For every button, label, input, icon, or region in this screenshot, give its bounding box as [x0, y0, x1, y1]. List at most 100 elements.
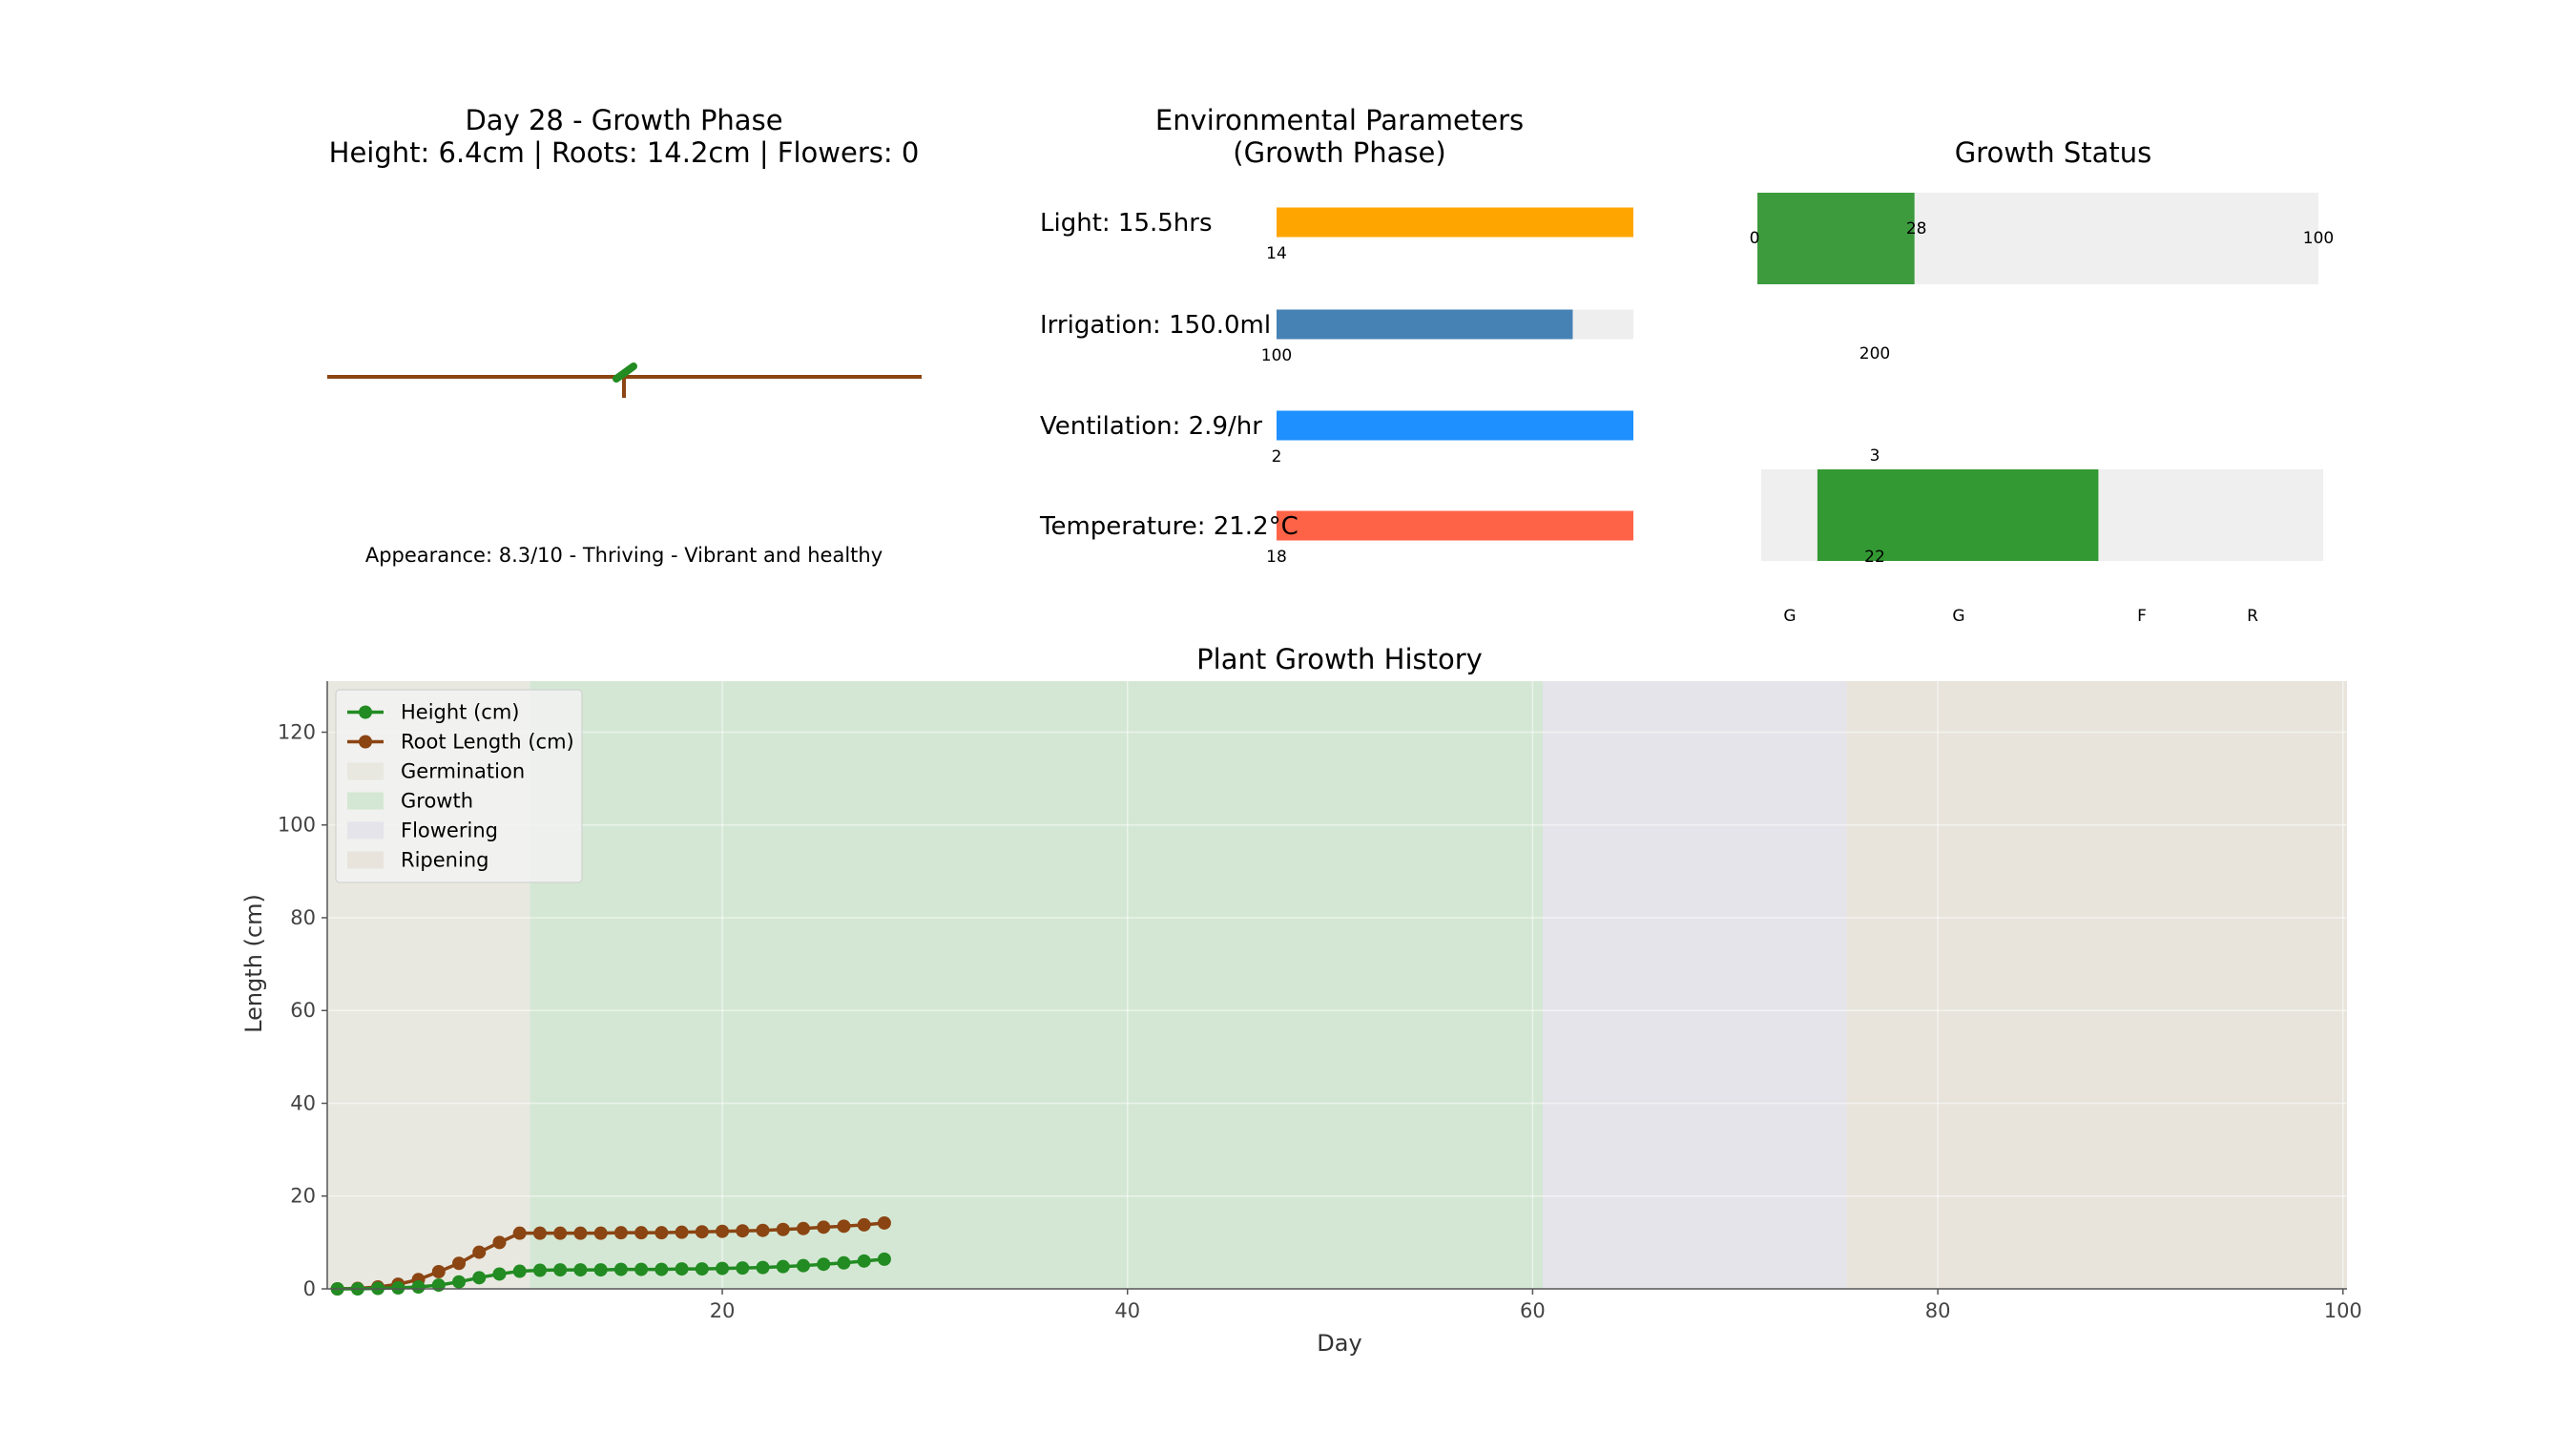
data-point	[532, 1226, 547, 1240]
data-point	[613, 1226, 628, 1240]
data-point	[411, 1280, 426, 1295]
chart-legend: Height (cm) Root Length (cm) Germination Gr…	[335, 689, 583, 883]
progress-value-label: 28	[1906, 219, 1927, 238]
data-point	[736, 1224, 750, 1238]
data-point	[613, 1262, 628, 1276]
plant-leaf-icon	[613, 363, 637, 383]
data-point	[553, 1226, 568, 1240]
data-point	[796, 1221, 810, 1235]
env-param-label: Irrigation: 150.0ml	[1040, 311, 1271, 340]
history-chart: Plant Growth History 20 40 60 80 100 0 20 40 60 8…	[240, 643, 2362, 1357]
data-point	[695, 1225, 709, 1239]
plant-panel: Day 28 - Growth Phase Height: 6.4cm | Ro…	[327, 104, 922, 567]
phase-letter-germination: G	[1783, 607, 1796, 626]
legend-label: Flowering	[401, 819, 498, 842]
y-tick-label: 80	[290, 906, 316, 929]
env-bar-fill	[1277, 309, 1573, 340]
env-param-label: Light: 15.5hrs	[1040, 209, 1213, 238]
env-panel: Environmental Parameters (Growth Phase) …	[1039, 104, 1633, 567]
env-title-line2: (Growth Phase)	[1233, 136, 1445, 169]
env-min-label: 14	[1266, 244, 1287, 263]
y-tick-label: 120	[278, 720, 316, 743]
phase-band	[530, 681, 1544, 1289]
data-point	[675, 1262, 689, 1276]
progress-fill	[1757, 193, 1915, 284]
y-tick-label: 60	[290, 999, 316, 1022]
data-point	[756, 1223, 770, 1237]
data-point	[695, 1262, 709, 1276]
data-point	[736, 1261, 750, 1275]
data-point	[654, 1262, 669, 1276]
x-tick-label: 40	[1114, 1299, 1140, 1322]
data-point	[675, 1225, 689, 1239]
temperature-max-label: 22	[1864, 548, 1885, 567]
data-point	[391, 1281, 405, 1296]
data-point	[654, 1226, 669, 1240]
x-tick-label: 80	[1925, 1299, 1951, 1322]
data-point	[634, 1226, 649, 1240]
x-tick-label: 100	[2324, 1299, 2362, 1322]
data-point	[716, 1224, 730, 1238]
phase-band	[1846, 681, 2347, 1289]
phase-fill	[1817, 469, 2099, 561]
x-axis-label: Day	[1317, 1330, 1361, 1357]
legend-marker	[359, 735, 372, 749]
env-bar-fill	[1277, 410, 1633, 441]
appearance-label: Appearance: 8.3/10 - Thriving - Vibrant …	[365, 544, 883, 567]
data-point	[817, 1257, 831, 1272]
y-tick-label: 0	[303, 1277, 316, 1300]
plant-title-line1: Day 28 - Growth Phase	[465, 104, 782, 136]
env-min-label: 18	[1266, 548, 1287, 567]
data-point	[512, 1226, 527, 1240]
phase-letter-growth: G	[1952, 607, 1964, 626]
data-point	[472, 1245, 487, 1259]
irrigation-max-label: 200	[1859, 344, 1890, 363]
env-param-label: Ventilation: 2.9/hr	[1040, 412, 1262, 441]
legend-patch-swatch	[347, 792, 384, 810]
phase-letter-ripening: R	[2247, 607, 2258, 626]
data-point	[532, 1263, 547, 1277]
phase-letter-flowering: F	[2137, 607, 2147, 626]
y-tick-label: 40	[290, 1091, 316, 1114]
legend-label: Height (cm)	[401, 701, 519, 724]
data-point	[593, 1263, 608, 1277]
data-point	[837, 1219, 851, 1234]
env-param-label: Temperature: 21.2°C	[1039, 512, 1298, 541]
data-point	[857, 1254, 871, 1268]
legend-label: Root Length (cm)	[401, 731, 574, 754]
phase-band	[1543, 681, 1847, 1289]
x-tick-label: 20	[710, 1299, 736, 1322]
progress-max-label: 100	[2303, 229, 2334, 248]
legend-frame	[335, 689, 583, 883]
data-point	[716, 1261, 730, 1275]
data-point	[492, 1267, 507, 1281]
data-point	[817, 1220, 831, 1234]
data-point	[776, 1222, 790, 1236]
legend-label: Growth	[401, 790, 473, 813]
env-min-label: 100	[1261, 346, 1292, 365]
data-point	[634, 1262, 649, 1276]
data-point	[452, 1275, 467, 1289]
data-point	[857, 1217, 871, 1232]
ventilation-max-label: 3	[1870, 446, 1880, 466]
legend-patch-swatch	[347, 762, 384, 780]
data-point	[877, 1252, 891, 1266]
plant-title-line2: Height: 6.4cm | Roots: 14.2cm | Flowers:…	[329, 136, 920, 169]
legend-marker	[359, 705, 372, 719]
data-point	[573, 1226, 588, 1240]
data-point	[837, 1255, 851, 1270]
env-title-line1: Environmental Parameters	[1155, 104, 1524, 136]
env-bar-fill	[1277, 510, 1633, 541]
data-point	[553, 1263, 568, 1277]
data-point	[431, 1278, 446, 1293]
series-line	[337, 1257, 885, 1291]
legend-label: Ripening	[401, 849, 488, 872]
status-title: Growth Status	[1955, 136, 2152, 169]
data-point	[431, 1265, 446, 1279]
y-tick-label: 20	[290, 1185, 316, 1208]
legend-patch-swatch	[347, 851, 384, 869]
legend-label: Germination	[401, 760, 525, 783]
series-line	[337, 1221, 885, 1291]
data-point	[472, 1271, 487, 1285]
data-point	[776, 1259, 790, 1274]
